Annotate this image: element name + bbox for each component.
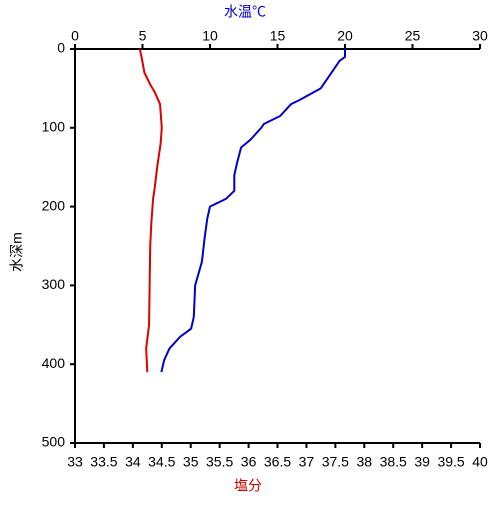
x-tick-label: 39 (414, 454, 430, 470)
x-tick-label: 38 (356, 454, 372, 470)
x-tick-label: 33.5 (90, 454, 117, 470)
y-axis-label: 水深m (9, 232, 25, 272)
x-tick-label: 37.5 (322, 454, 349, 470)
profile-line (160, 49, 346, 373)
y-tick-label: 200 (42, 197, 66, 213)
x-tick-label: 35 (183, 454, 199, 470)
profile-line (138, 48, 163, 373)
y-tick-label: 100 (42, 119, 66, 135)
x-tick-label: 33 (67, 454, 83, 470)
x-tick-label: 36 (241, 454, 257, 470)
x2-tick-label: 10 (202, 28, 218, 44)
x2-tick-label: 20 (337, 28, 353, 44)
x2-tick-label: 30 (472, 28, 488, 44)
x-tick-label: 40 (472, 454, 488, 470)
y-tick-label: 500 (42, 434, 66, 450)
x-tick-label: 34.5 (148, 454, 175, 470)
x2-tick-label: 15 (270, 28, 286, 44)
y-tick-label: 0 (57, 40, 65, 56)
x-tick-label: 38.5 (380, 454, 407, 470)
y-tick-label: 400 (42, 355, 66, 371)
x2-tick-label: 25 (405, 28, 421, 44)
y-tick-label: 300 (42, 276, 66, 292)
x2-tick-label: 5 (139, 28, 147, 44)
x-tick-label: 36.5 (264, 454, 291, 470)
x-tick-label: 35.5 (206, 454, 233, 470)
top-axis-label: 水温℃ (224, 4, 266, 20)
x2-tick-label: 0 (71, 28, 79, 44)
x-tick-label: 34 (125, 454, 141, 470)
bottom-axis-label: 塩分 (234, 478, 262, 494)
x-tick-label: 37 (299, 454, 315, 470)
x-tick-label: 39.5 (437, 454, 464, 470)
